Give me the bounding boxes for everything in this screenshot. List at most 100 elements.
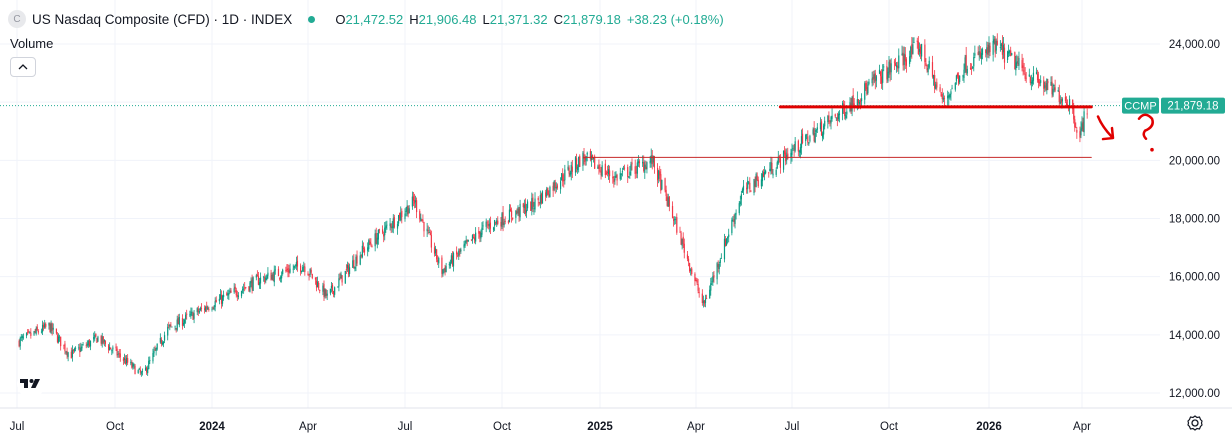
candle	[579, 154, 581, 168]
candle	[337, 286, 339, 288]
x-axis-tick-label: Oct	[880, 421, 899, 433]
candle	[315, 276, 318, 292]
candle	[384, 221, 386, 241]
tradingview-logo-icon[interactable]	[15, 370, 47, 398]
candle	[310, 267, 312, 275]
candle	[1079, 126, 1081, 143]
candle	[108, 343, 110, 354]
market-status-icon[interactable]	[308, 15, 316, 23]
candle	[318, 280, 320, 291]
candle	[78, 343, 80, 351]
candle	[492, 226, 495, 233]
candle	[836, 112, 838, 127]
price-tag-value: 21,879.18	[1167, 101, 1218, 113]
candle	[285, 266, 287, 273]
candle	[739, 195, 741, 207]
candle	[370, 238, 372, 247]
candle	[412, 191, 415, 207]
candle	[266, 274, 268, 281]
candle	[347, 262, 350, 278]
candle	[951, 84, 953, 90]
candle	[957, 72, 960, 86]
candle	[518, 206, 520, 222]
candle	[896, 62, 898, 73]
candle	[519, 199, 521, 221]
candle	[711, 277, 713, 286]
candle	[1035, 67, 1038, 75]
x-axis-tick-label: Jul	[785, 421, 800, 433]
candle	[605, 170, 607, 176]
question-mark[interactable]	[1137, 113, 1154, 140]
volume-pane-label[interactable]: Volume	[10, 36, 54, 51]
symbol-title[interactable]: US Nasdaq Composite (CFD) · 1D · INDEX	[32, 11, 293, 27]
candle	[769, 162, 771, 172]
candle	[548, 190, 550, 198]
candle	[1000, 42, 1002, 50]
candle	[607, 164, 610, 180]
candle	[635, 165, 637, 179]
candle	[689, 262, 691, 273]
candle	[600, 166, 602, 180]
candle	[1029, 75, 1031, 86]
candle	[981, 47, 984, 60]
candle	[697, 278, 699, 294]
candle	[497, 216, 499, 226]
drawn-arrow-head[interactable]	[1101, 126, 1115, 141]
candle	[874, 69, 876, 90]
symbol-logo-icon[interactable]: C	[8, 10, 26, 28]
collapse-pane-button[interactable]	[10, 57, 36, 77]
candle	[408, 205, 410, 214]
candle	[420, 213, 422, 222]
candle	[362, 242, 365, 253]
candle	[742, 179, 745, 196]
candle	[56, 332, 59, 344]
candle	[96, 337, 98, 343]
candle	[757, 176, 759, 188]
candle	[687, 256, 690, 267]
drawing-annotations[interactable]	[582, 105, 1154, 158]
candle	[322, 282, 324, 296]
x-axis-tick-label: Oct	[493, 421, 512, 433]
price-axis[interactable]: 12,000.00 14,000.00 16,000.00 18,000.00 20,0…	[1169, 39, 1220, 400]
candle	[466, 239, 468, 247]
candle	[631, 158, 633, 171]
candle	[701, 289, 703, 306]
candle	[712, 272, 714, 286]
candle	[564, 164, 566, 185]
gear-icon[interactable]	[1186, 414, 1204, 432]
candle	[1003, 43, 1006, 70]
time-axis[interactable]: Jul Oct 2024 Apr Jul Oct 2025 Apr Jul Oct 2026 Apr	[10, 421, 1091, 433]
candle	[211, 306, 213, 312]
candle	[304, 263, 306, 276]
candle	[427, 225, 429, 235]
candle	[801, 128, 804, 145]
candle	[894, 57, 897, 67]
close-label: C	[553, 11, 563, 27]
candle	[258, 277, 261, 289]
candle	[392, 214, 394, 234]
open-value: 21,472.52	[345, 11, 404, 27]
candle	[207, 305, 209, 311]
drawn-arrow[interactable]	[1096, 115, 1114, 139]
candle	[965, 46, 967, 76]
candle	[531, 192, 533, 216]
candle	[782, 150, 785, 173]
candle	[947, 90, 949, 106]
candle	[256, 270, 258, 277]
question-mark-dot[interactable]	[1150, 147, 1154, 152]
candle	[972, 65, 974, 70]
candle	[1040, 75, 1042, 87]
candle	[1023, 62, 1025, 75]
candle	[289, 263, 291, 274]
candle	[609, 165, 611, 183]
candle	[1052, 83, 1054, 98]
candle	[324, 288, 326, 299]
candle	[918, 42, 921, 57]
candle	[22, 333, 24, 340]
candle	[103, 339, 105, 347]
candle	[926, 64, 928, 73]
candle	[996, 33, 998, 46]
candle	[44, 319, 46, 329]
